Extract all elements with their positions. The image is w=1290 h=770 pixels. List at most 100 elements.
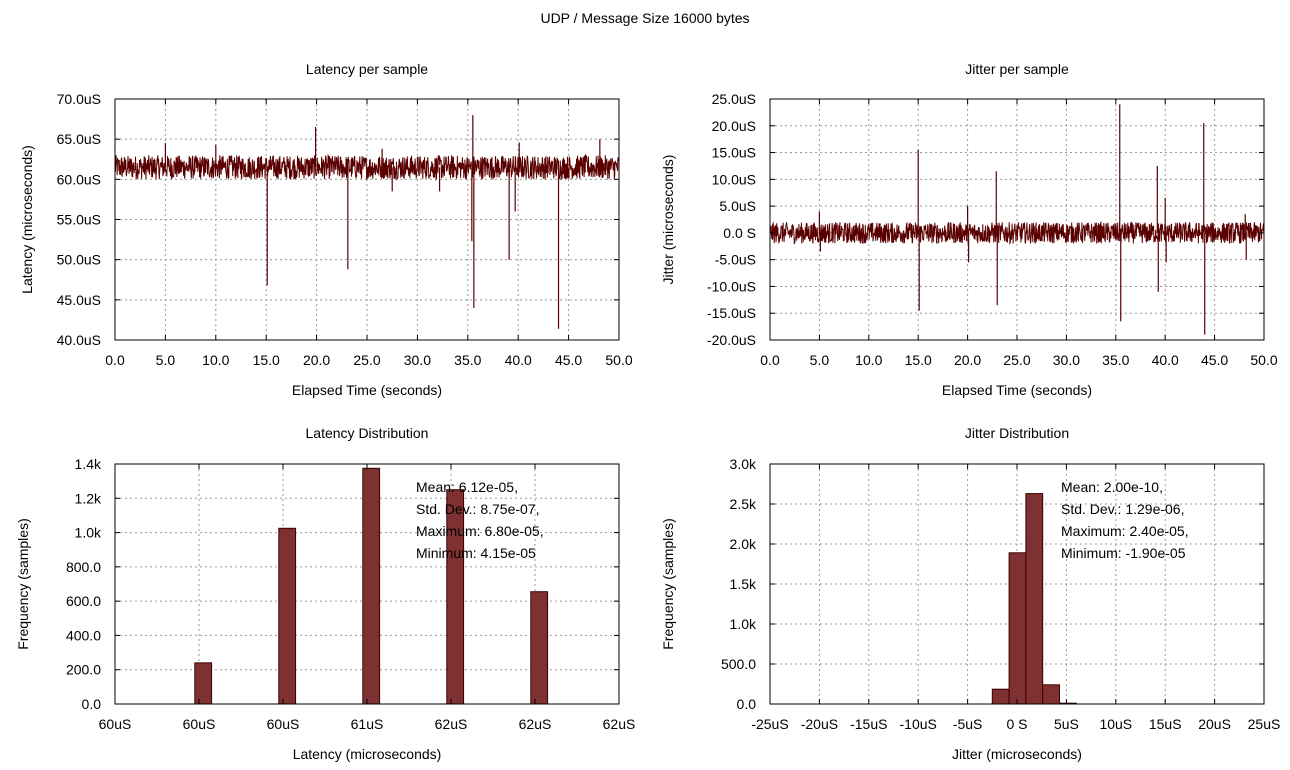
bar <box>362 467 381 705</box>
x-tick-label: 40.0 <box>1152 352 1179 368</box>
y-tick-label: 3.0k <box>730 456 757 472</box>
y-tick-label: -15.0uS <box>707 305 756 321</box>
y-tick-label: 25.0uS <box>712 91 756 107</box>
stat-annotation-line: Std. Dev.: 1.29e-06, <box>1061 501 1184 517</box>
bar <box>1008 552 1027 705</box>
x-tick-label: -15uS <box>850 716 887 732</box>
x-tick-label: 40.0 <box>505 352 532 368</box>
x-tick-label: 30.0 <box>1053 352 1080 368</box>
stat-annotation-line: Mean: 6.12e-05, <box>416 479 518 495</box>
bar <box>1025 493 1044 705</box>
x-tick-label: 15uS <box>1149 716 1182 732</box>
y-tick-label: 2.5k <box>730 496 757 512</box>
x-tick-label: 10.0 <box>202 352 229 368</box>
stat-annotation-line: Std. Dev.: 8.75e-07, <box>416 501 539 517</box>
x-tick-label: 62uS <box>435 716 468 732</box>
x-tick-label: 20.0 <box>303 352 330 368</box>
stat-annotation-line: Minimum: 4.15e-05 <box>416 545 536 561</box>
x-axis-label: Jitter (microseconds) <box>952 746 1082 762</box>
x-tick-label: 61uS <box>351 716 384 732</box>
series-line <box>114 153 620 181</box>
y-tick-label: 65.0uS <box>57 131 101 147</box>
x-tick-label: 45.0 <box>1201 352 1228 368</box>
y-tick-label: 70.0uS <box>57 91 101 107</box>
x-tick-label: 50.0 <box>1250 352 1277 368</box>
y-axis-label: Frequency (samples) <box>15 518 31 650</box>
x-tick-label: -20uS <box>801 716 838 732</box>
bar <box>991 688 1010 705</box>
x-axis-label: Elapsed Time (seconds) <box>292 382 442 398</box>
y-tick-label: -20.0uS <box>707 332 756 348</box>
x-tick-label: 10.0 <box>855 352 882 368</box>
y-tick-label: 1.2k <box>75 490 102 506</box>
x-axis-label: Latency (microseconds) <box>293 746 442 762</box>
x-tick-label: 60uS <box>99 716 132 732</box>
y-tick-label: 1.0k <box>75 525 102 541</box>
x-tick-label: 5.0 <box>810 352 830 368</box>
y-axis-label: Latency (microseconds) <box>19 145 35 294</box>
chart-title: Jitter per sample <box>965 61 1069 77</box>
x-tick-label: -5uS <box>953 716 983 732</box>
chart-panel-3 <box>114 463 620 705</box>
x-tick-label: 15.0 <box>905 352 932 368</box>
y-tick-label: 10.0uS <box>712 171 756 187</box>
stat-annotation-line: Mean: 2.00e-10, <box>1061 479 1163 495</box>
y-tick-label: 15.0uS <box>712 145 756 161</box>
x-tick-label: 0 S <box>1006 716 1027 732</box>
x-tick-label: 62uS <box>519 716 552 732</box>
chart-panel-1 <box>114 98 620 341</box>
y-tick-label: 0.0 <box>737 696 757 712</box>
x-tick-label: -10uS <box>900 716 937 732</box>
chart-panel-4 <box>769 463 1265 705</box>
bar <box>278 527 297 705</box>
x-tick-label: 50.0 <box>605 352 632 368</box>
x-tick-label: 62uS <box>603 716 636 732</box>
y-tick-label: 60.0uS <box>57 171 101 187</box>
y-tick-label: 20.0uS <box>712 118 756 134</box>
x-tick-label: 45.0 <box>555 352 582 368</box>
y-axis-label: Frequency (samples) <box>660 518 676 650</box>
x-tick-label: 20.0 <box>954 352 981 368</box>
stat-annotation-line: Maximum: 6.80e-05, <box>416 523 544 539</box>
x-tick-label: 20uS <box>1198 716 1231 732</box>
bar <box>446 489 465 705</box>
y-tick-label: 0.0 S <box>723 225 756 241</box>
y-tick-label: -5.0uS <box>715 252 756 268</box>
x-tick-label: 60uS <box>267 716 300 732</box>
page-title: UDP / Message Size 16000 bytes <box>540 10 750 26</box>
y-tick-label: 400.0 <box>66 627 101 643</box>
x-tick-label: 0.0 <box>760 352 780 368</box>
y-tick-label: 500.0 <box>721 656 756 672</box>
y-tick-label: -10.0uS <box>707 278 756 294</box>
x-tick-label: 30.0 <box>404 352 431 368</box>
y-tick-label: 5.0uS <box>719 198 756 214</box>
y-tick-label: 800.0 <box>66 559 101 575</box>
x-tick-label: 35.0 <box>454 352 481 368</box>
stat-annotation-line: Maximum: 2.40e-05, <box>1061 523 1189 539</box>
x-tick-label: -25uS <box>751 716 788 732</box>
x-tick-label: 60uS <box>183 716 216 732</box>
x-tick-label: 5uS <box>1054 716 1079 732</box>
y-axis-label: Jitter (microseconds) <box>660 155 676 285</box>
series-line <box>769 220 1265 246</box>
y-tick-label: 600.0 <box>66 593 101 609</box>
x-tick-label: 10uS <box>1099 716 1132 732</box>
y-tick-label: 0.0 <box>82 696 102 712</box>
chart-title: Latency Distribution <box>306 425 429 441</box>
y-tick-label: 200.0 <box>66 662 101 678</box>
y-tick-label: 40.0uS <box>57 332 101 348</box>
y-tick-label: 1.0k <box>730 616 757 632</box>
x-tick-label: 25.0 <box>1003 352 1030 368</box>
x-tick-label: 25uS <box>1248 716 1281 732</box>
y-tick-label: 1.4k <box>75 456 102 472</box>
x-tick-label: 5.0 <box>156 352 176 368</box>
y-tick-label: 2.0k <box>730 536 757 552</box>
x-tick-label: 15.0 <box>253 352 280 368</box>
chart-title: Latency per sample <box>306 61 428 77</box>
chart-panel-2 <box>769 98 1265 341</box>
stat-annotation-line: Minimum: -1.90e-05 <box>1061 545 1186 561</box>
y-tick-label: 50.0uS <box>57 252 101 268</box>
chart-title: Jitter Distribution <box>965 425 1069 441</box>
x-tick-label: 0.0 <box>105 352 125 368</box>
